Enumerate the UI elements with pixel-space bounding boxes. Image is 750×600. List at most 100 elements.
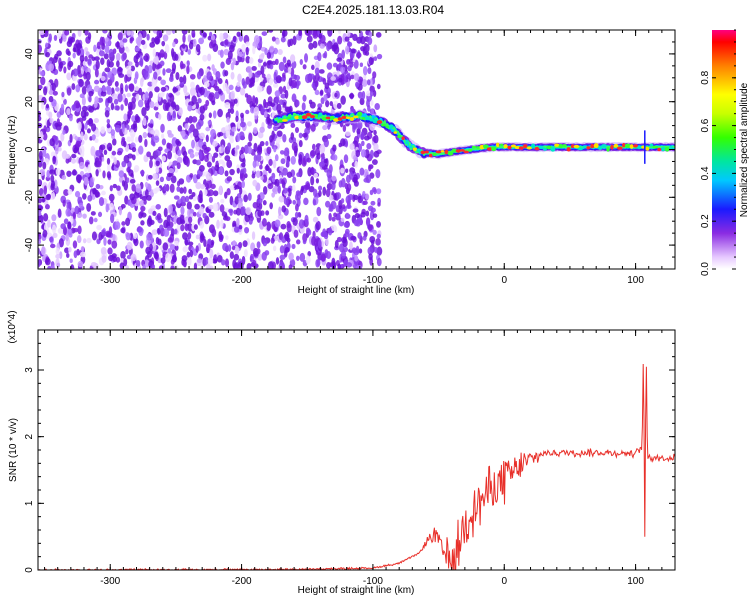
- noise-speckle: [262, 174, 268, 183]
- noise-speckle: [325, 237, 329, 246]
- noise-speckle: [239, 173, 246, 182]
- noise-speckle: [261, 251, 267, 261]
- noise-speckle: [262, 239, 268, 247]
- signal-hotspot: [376, 120, 383, 125]
- noise-speckle: [179, 60, 184, 70]
- noise-speckle: [109, 202, 114, 211]
- noise-speckle: [183, 186, 187, 194]
- noise-speckle: [125, 249, 129, 255]
- signal-hotspot: [345, 116, 351, 120]
- noise-speckle: [240, 168, 245, 175]
- noise-speckle: [191, 116, 198, 123]
- noise-speckle: [153, 135, 160, 143]
- noise-speckle: [344, 212, 350, 219]
- noise-speckle: [157, 146, 163, 152]
- noise-speckle: [344, 45, 350, 55]
- noise-speckle: [67, 188, 73, 195]
- noise-speckle: [172, 254, 177, 263]
- noise-speckle: [56, 262, 61, 268]
- noise-speckle: [93, 85, 100, 92]
- noise-speckle: [189, 250, 194, 258]
- noise-speckle: [212, 140, 218, 147]
- noise-speckle: [337, 30, 342, 35]
- noise-speckle: [207, 35, 212, 41]
- noise-speckle: [107, 239, 112, 245]
- noise-speckle: [147, 174, 153, 180]
- noise-speckle: [202, 54, 208, 62]
- signal-hotspot: [471, 145, 477, 149]
- noise-speckle: [298, 153, 303, 162]
- signal-hotspot: [538, 145, 544, 149]
- signal-hotspot: [601, 144, 608, 148]
- noise-speckle: [110, 129, 116, 137]
- noise-speckle: [104, 67, 111, 73]
- noise-speckle: [206, 161, 212, 168]
- noise-speckle: [141, 212, 147, 218]
- noise-speckle: [337, 263, 342, 269]
- noise-speckle: [317, 52, 322, 62]
- noise-speckle: [187, 48, 192, 55]
- noise-speckle: [251, 259, 257, 267]
- noise-speckle: [325, 100, 330, 108]
- noise-speckle: [311, 143, 316, 151]
- noise-speckle: [373, 188, 377, 195]
- noise-speckle: [310, 175, 315, 186]
- noise-speckle: [242, 240, 248, 248]
- noise-speckle: [196, 258, 203, 264]
- noise-speckle: [340, 95, 346, 105]
- noise-speckle: [49, 138, 55, 147]
- noise-speckle: [150, 129, 156, 135]
- noise-speckle: [160, 79, 166, 86]
- signal-hotspot: [486, 147, 493, 151]
- noise-speckle: [157, 76, 162, 81]
- noise-speckle: [87, 32, 92, 41]
- noise-speckle: [155, 204, 161, 210]
- spectrogram-x-tick-label: 100: [627, 275, 644, 286]
- noise-speckle: [38, 84, 43, 90]
- noise-speckle: [275, 257, 280, 265]
- noise-speckle: [372, 136, 377, 142]
- noise-speckle: [268, 30, 274, 33]
- noise-speckle: [49, 117, 54, 124]
- noise-speckle: [159, 224, 164, 231]
- noise-speckle: [166, 111, 171, 122]
- noise-speckle: [262, 185, 268, 195]
- noise-speckle: [139, 77, 144, 87]
- noise-speckle: [171, 51, 177, 62]
- noise-speckle: [294, 126, 300, 134]
- signal-hotspot: [468, 149, 473, 152]
- colorbar-tick-label: 0.6: [700, 118, 711, 132]
- noise-speckle: [184, 239, 189, 246]
- noise-speckle: [373, 246, 378, 253]
- noise-speckle: [63, 98, 67, 105]
- noise-speckle: [369, 189, 374, 196]
- noise-speckle: [234, 246, 240, 255]
- noise-speckle: [202, 32, 207, 38]
- noise-speckle: [174, 244, 179, 251]
- noise-speckle: [376, 53, 383, 60]
- noise-speckle: [94, 96, 99, 104]
- noise-speckle: [60, 103, 65, 111]
- noise-speckle: [310, 149, 317, 157]
- noise-speckle: [136, 226, 143, 233]
- noise-speckle: [352, 122, 358, 130]
- noise-speckle: [95, 183, 101, 190]
- spectrogram-signal: [271, 109, 675, 164]
- noise-speckle: [67, 221, 72, 230]
- noise-speckle: [57, 146, 62, 152]
- noise-speckle: [43, 185, 48, 195]
- noise-speckle: [340, 66, 346, 74]
- noise-speckle: [310, 123, 316, 132]
- noise-speckle: [202, 212, 207, 219]
- noise-speckle: [78, 202, 84, 209]
- noise-speckle: [90, 211, 96, 216]
- noise-speckle: [184, 195, 190, 203]
- noise-speckle: [195, 101, 200, 110]
- noise-speckle: [274, 219, 281, 228]
- noise-speckle: [355, 149, 361, 158]
- noise-speckle: [205, 99, 210, 107]
- snr-plot-area: [38, 330, 675, 570]
- noise-speckle: [38, 211, 42, 216]
- noise-speckle: [128, 83, 134, 91]
- noise-speckle: [287, 187, 292, 197]
